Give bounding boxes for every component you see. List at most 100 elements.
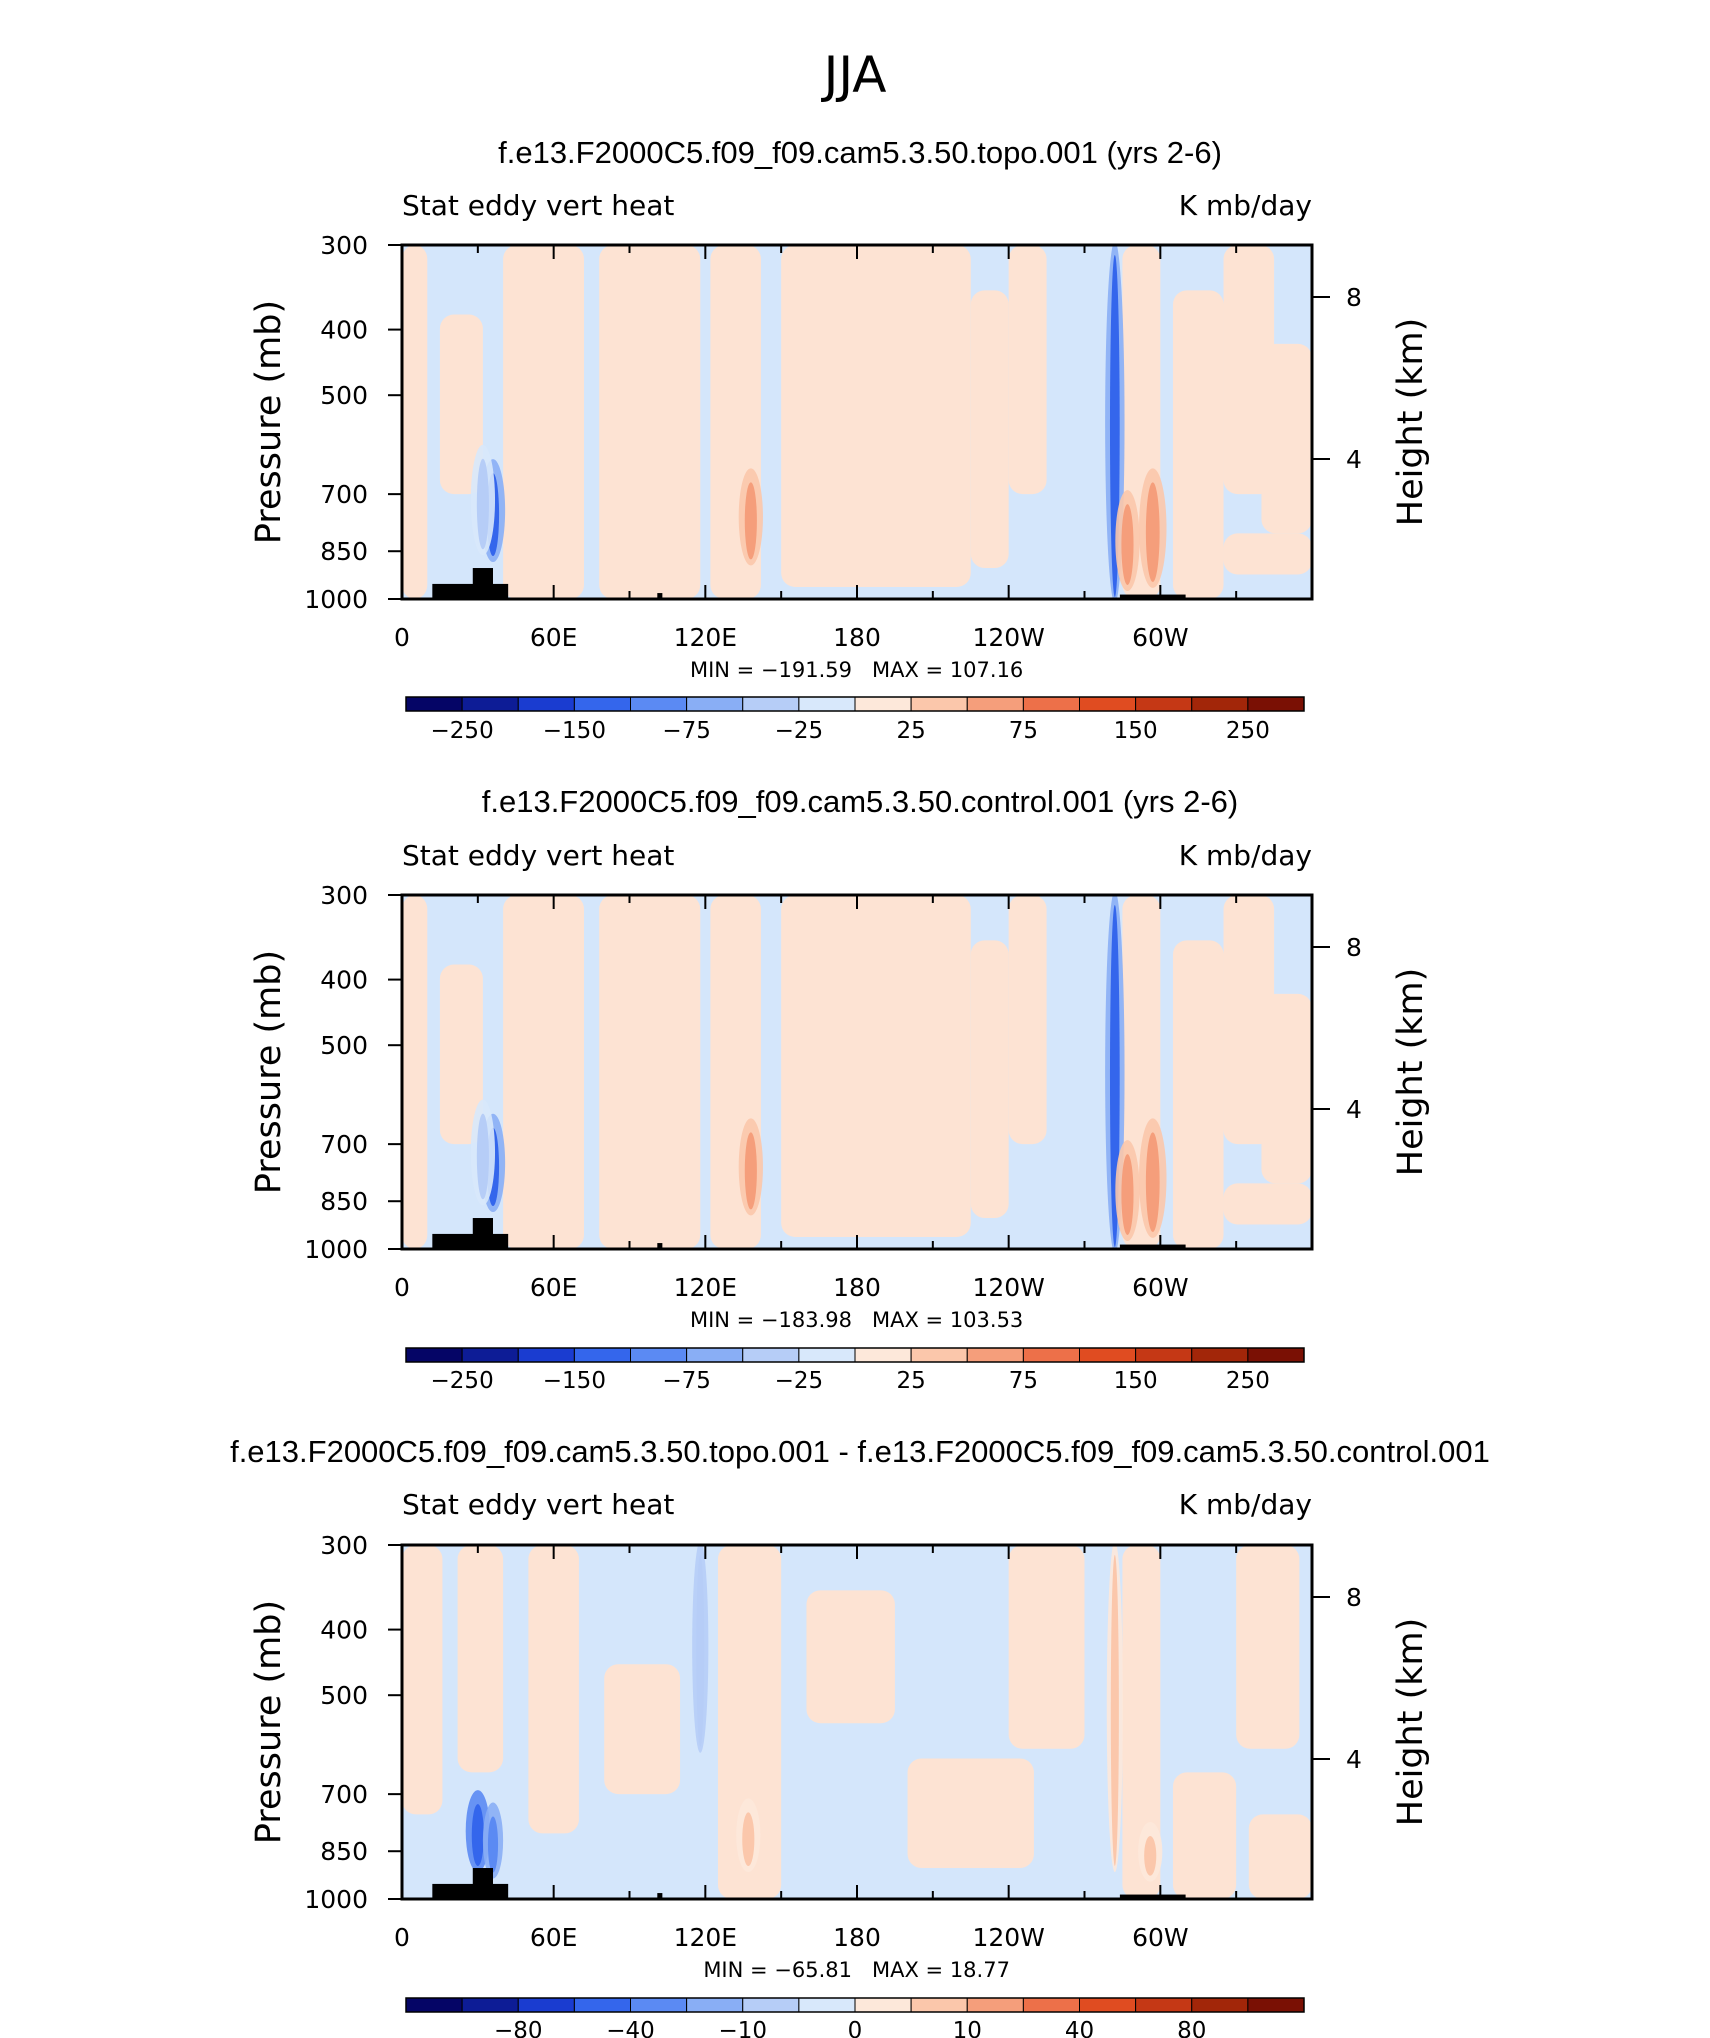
main-title: JJA — [821, 46, 887, 104]
x-tick-label: 180 — [833, 1923, 881, 1952]
colorbar-tick-label: −25 — [775, 718, 824, 744]
colorbar-box — [1247, 696, 1305, 712]
colorbar-tick-label: 150 — [1114, 718, 1158, 744]
y-axis-title: Pressure (mb) — [249, 950, 289, 1194]
peach-region-2 — [439, 314, 483, 495]
colorbar-tick-label: 25 — [896, 718, 925, 744]
topography-block-3 — [657, 593, 663, 599]
x-tick-label: 60E — [530, 1273, 578, 1302]
colorbar: −250 −150 −75 −25 25 75 150 250 — [405, 1347, 1305, 1394]
y-tick-label: 400 — [320, 1616, 368, 1645]
colorbar-tick-label: −25 — [775, 1368, 824, 1394]
colorbar-box — [405, 696, 463, 712]
heatmap-field — [402, 895, 1312, 1249]
plume-core-5 — [1121, 1154, 1134, 1235]
topography-block-1 — [432, 1883, 509, 1899]
colorbar-box — [686, 1997, 744, 2013]
colorbar-tick-label: 40 — [1065, 2018, 1094, 2038]
y-tick-label: 300 — [320, 881, 368, 910]
peach-region-13 — [1261, 343, 1312, 534]
peach-region-8 — [1008, 245, 1047, 495]
colorbar-box — [798, 1347, 856, 1363]
peach-region-2 — [457, 1545, 504, 1773]
colorbar-box — [910, 1997, 968, 2013]
peach-region-8 — [1008, 895, 1047, 1145]
x-tick-label: 60E — [530, 1923, 578, 1952]
colorbar-box — [1247, 1347, 1305, 1363]
peach-region-6 — [781, 895, 971, 1237]
colorbar-box — [405, 1997, 463, 2013]
y-tick-label: 1000 — [304, 1235, 368, 1264]
x-tick-label: 120W — [972, 1273, 1044, 1302]
y-tick-label: 400 — [320, 316, 368, 345]
colorbar-tick-label: 25 — [896, 1368, 925, 1394]
colorbar-box — [686, 1347, 744, 1363]
plume-core-3 — [696, 1555, 705, 1747]
colorbar-tick-label: 250 — [1226, 1368, 1270, 1394]
plume-core-1 — [471, 1804, 484, 1867]
y2-tick-label: 4 — [1346, 1095, 1362, 1124]
colorbar-box — [517, 1997, 575, 2013]
colorbar-box — [630, 1347, 688, 1363]
colorbar-box — [573, 696, 631, 712]
peach-region-11 — [1223, 533, 1312, 575]
x-tick-label: 60W — [1132, 1273, 1189, 1302]
max-label: MAX = 18.77 — [872, 1958, 1010, 1982]
colorbar-box — [798, 1997, 856, 2013]
colorbar-box — [461, 1347, 519, 1363]
peach-region-12 — [1248, 1814, 1312, 1899]
y2-tick-label: 4 — [1346, 445, 1362, 474]
plume-core-2 — [476, 458, 489, 550]
peach-region-11 — [1236, 1545, 1300, 1749]
y-axis-title: Pressure (mb) — [249, 300, 289, 544]
colorbar: −250 −150 −75 −25 25 75 150 250 — [405, 696, 1305, 744]
plume-core-5 — [1121, 504, 1134, 585]
peach-region-4 — [599, 245, 701, 599]
colorbar-box — [1247, 1997, 1305, 2013]
topography-block-4 — [1119, 1244, 1186, 1249]
colorbar-box — [742, 1347, 800, 1363]
y-tick-label: 500 — [320, 1031, 368, 1060]
y-tick-label: 700 — [320, 1780, 368, 1809]
colorbar-box — [630, 1997, 688, 2013]
y-tick-label: 850 — [320, 537, 368, 566]
colorbar-box — [1135, 1347, 1193, 1363]
x-tick-label: 60W — [1132, 623, 1189, 652]
x-tick-label: 120W — [972, 1923, 1044, 1952]
colorbar-box — [966, 696, 1024, 712]
colorbar-box — [573, 1997, 631, 2013]
peach-region-6 — [781, 245, 971, 587]
x-tick-label: 60W — [1132, 1923, 1189, 1952]
peach-region-13 — [1261, 993, 1312, 1184]
colorbar-box — [461, 696, 519, 712]
y-tick-label: 500 — [320, 381, 368, 410]
plume-core-6 — [1145, 482, 1160, 582]
topography-block-3 — [657, 1893, 663, 1899]
panel-title: f.e13.F2000C5.f09_f09.cam5.3.50.control.… — [482, 784, 1239, 819]
peach-region-4 — [604, 1664, 681, 1795]
topography-block-4 — [1119, 594, 1186, 599]
peach-region-8 — [1008, 1545, 1085, 1749]
heatmap-field — [402, 1545, 1312, 1899]
colorbar-tick-label: −75 — [662, 718, 711, 744]
y-tick-label: 400 — [320, 966, 368, 995]
y2-axis-title: Height (km) — [1391, 318, 1431, 527]
peach-region-3 — [503, 895, 584, 1249]
colorbar-box — [1022, 1997, 1080, 2013]
plume-core-2 — [476, 1113, 489, 1200]
y-tick-label: 850 — [320, 1837, 368, 1866]
colorbar-box — [1135, 1997, 1193, 2013]
x-tick-label: 0 — [394, 1923, 410, 1952]
colorbar-tick-label: −250 — [431, 1368, 494, 1394]
colorbar-box — [517, 696, 575, 712]
y-tick-label: 700 — [320, 480, 368, 509]
colorbar-box — [854, 1997, 912, 2013]
x-tick-label: 0 — [394, 1273, 410, 1302]
panel-title: f.e13.F2000C5.f09_f09.cam5.3.50.topo.001… — [498, 135, 1222, 170]
colorbar-box — [517, 1347, 575, 1363]
colorbar-box — [742, 1997, 800, 2013]
peach-region-7 — [970, 290, 1009, 569]
colorbar-tick-label: −40 — [606, 2018, 655, 2038]
colorbar-tick-label: −75 — [662, 1368, 711, 1394]
